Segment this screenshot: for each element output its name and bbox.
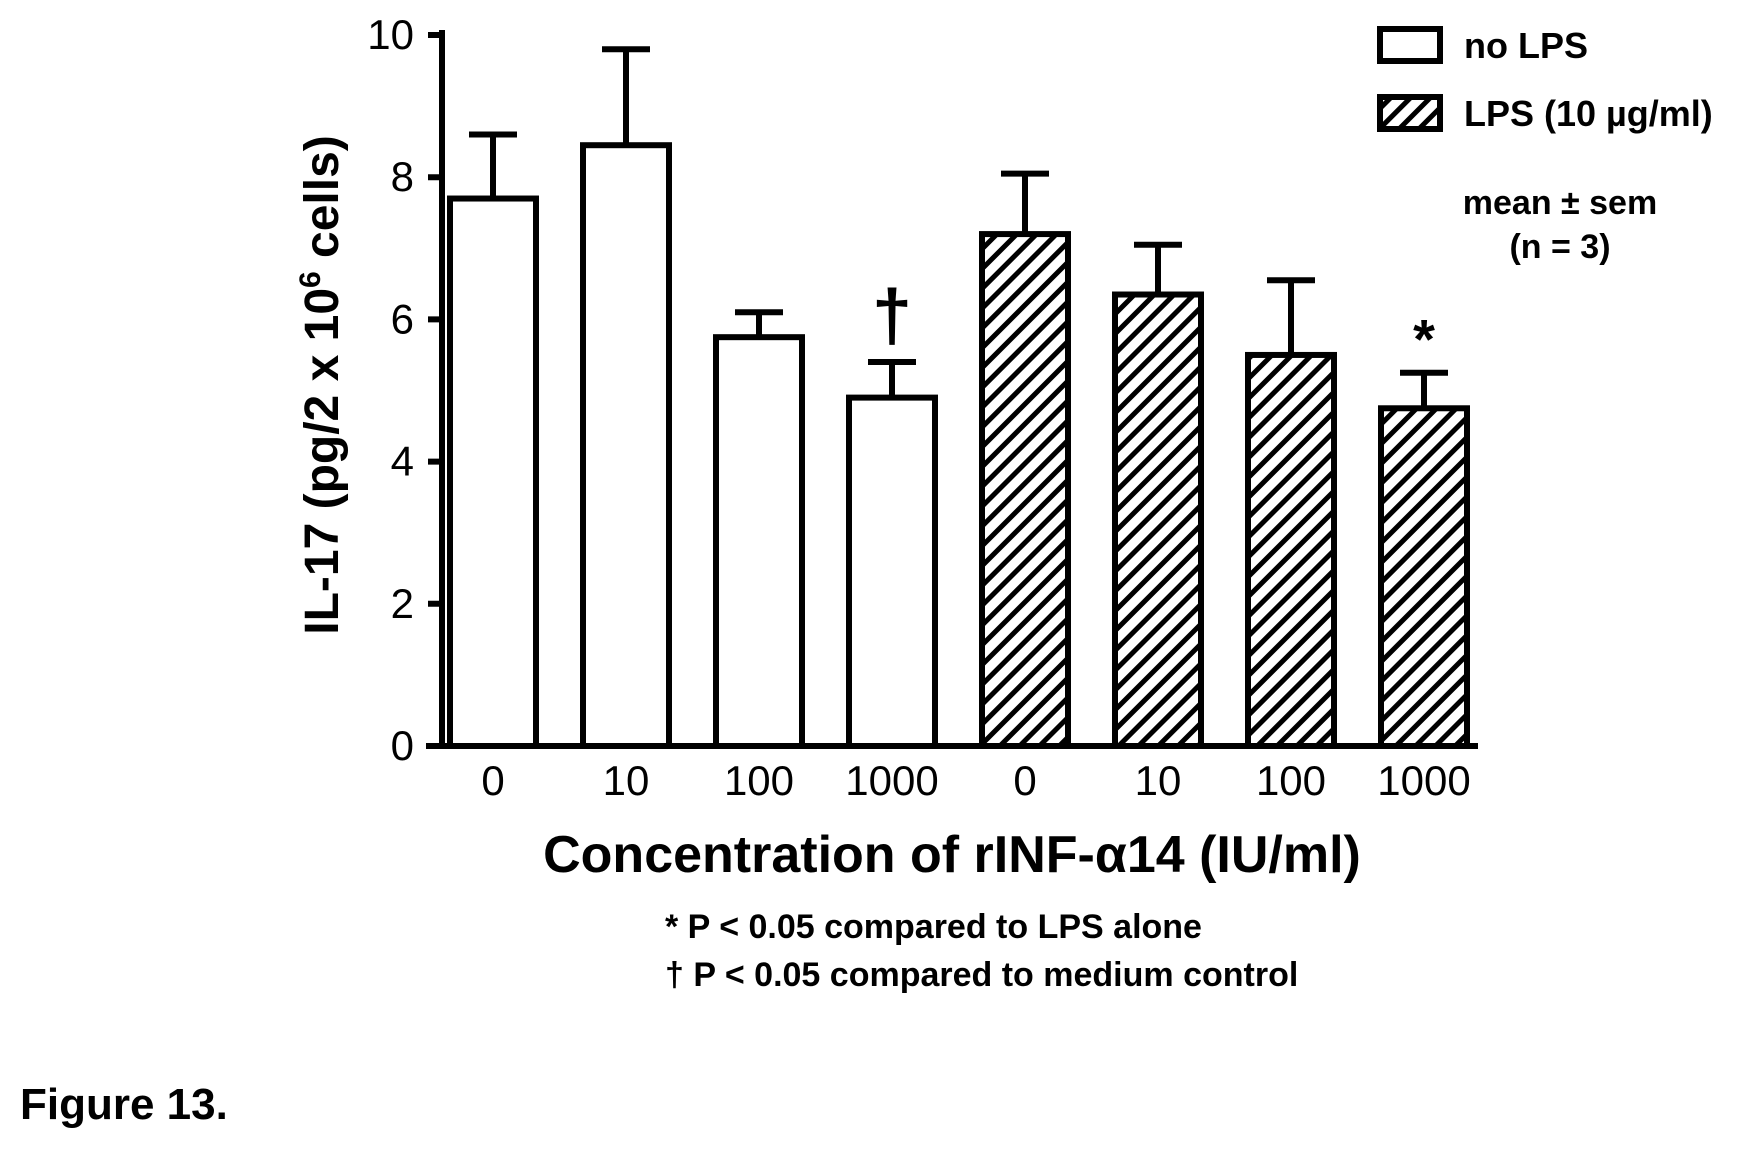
figure-caption: Figure 13.: [20, 1080, 228, 1129]
stats-note-line-2: (n = 3): [1509, 228, 1610, 266]
bar-no-lps-10: [580, 142, 672, 749]
stats-note-line-1: mean ± sem: [1463, 184, 1657, 222]
bar-lps-100: [1245, 351, 1337, 749]
legend-swatch-lps: [1377, 94, 1443, 132]
x-tick-label: 0: [1013, 757, 1036, 804]
legend: no LPS LPS (10 µg/ml): [1377, 25, 1713, 134]
x-tick-label: 0: [481, 757, 504, 804]
y-axis-label-main: IL-17 (pg/2 x 10: [296, 288, 349, 635]
x-ticks: 0 10 100 1000 0 10 100 1000: [481, 757, 1470, 804]
error-bars: [469, 46, 1448, 409]
footnote-asterisk: * P < 0.05 compared to LPS alone: [665, 908, 1202, 946]
legend-swatch-no-lps: [1377, 26, 1443, 64]
asterisk-marker: *: [1413, 308, 1435, 371]
x-tick-label: 100: [1256, 757, 1326, 804]
y-tick-label: 8: [391, 153, 414, 200]
y-axis-label: IL-17 (pg/2 x 106 cells): [294, 135, 349, 635]
y-tick-label: 4: [391, 438, 414, 485]
bars: [447, 142, 1470, 750]
x-tick-label: 1000: [845, 757, 938, 804]
bar-lps-0: [979, 231, 1071, 750]
bar-lps-10: [1112, 291, 1204, 749]
bar-no-lps-100: [713, 334, 805, 749]
legend-label-lps: LPS (10 µg/ml): [1464, 93, 1713, 134]
y-tick-label: 0: [391, 722, 414, 769]
legend-label-no-lps: no LPS: [1464, 25, 1588, 66]
x-tick-label: 1000: [1377, 757, 1470, 804]
x-axis-label: Concentration of rINF-α14 (IU/ml): [543, 826, 1361, 884]
y-tick-label: 10: [367, 11, 414, 58]
y-tick-label: 6: [391, 295, 414, 342]
bar-no-lps-1000: [846, 394, 938, 749]
footnote-dagger: † P < 0.05 compared to medium control: [665, 956, 1298, 994]
y-tick-label: 2: [391, 580, 414, 627]
y-axis-label-tail: cells): [296, 135, 349, 271]
x-tick-label: 100: [724, 757, 794, 804]
y-axis-label-superscript: 6: [294, 271, 327, 288]
x-tick-label: 10: [1135, 757, 1182, 804]
dagger-marker: †: [872, 276, 912, 356]
x-tick-label: 10: [603, 757, 650, 804]
bar-lps-1000: [1378, 405, 1470, 749]
bar-no-lps-0: [447, 195, 539, 749]
significance-markers: † *: [872, 276, 1435, 371]
y-ticks: 0 2 4 6 8 10: [367, 11, 445, 769]
